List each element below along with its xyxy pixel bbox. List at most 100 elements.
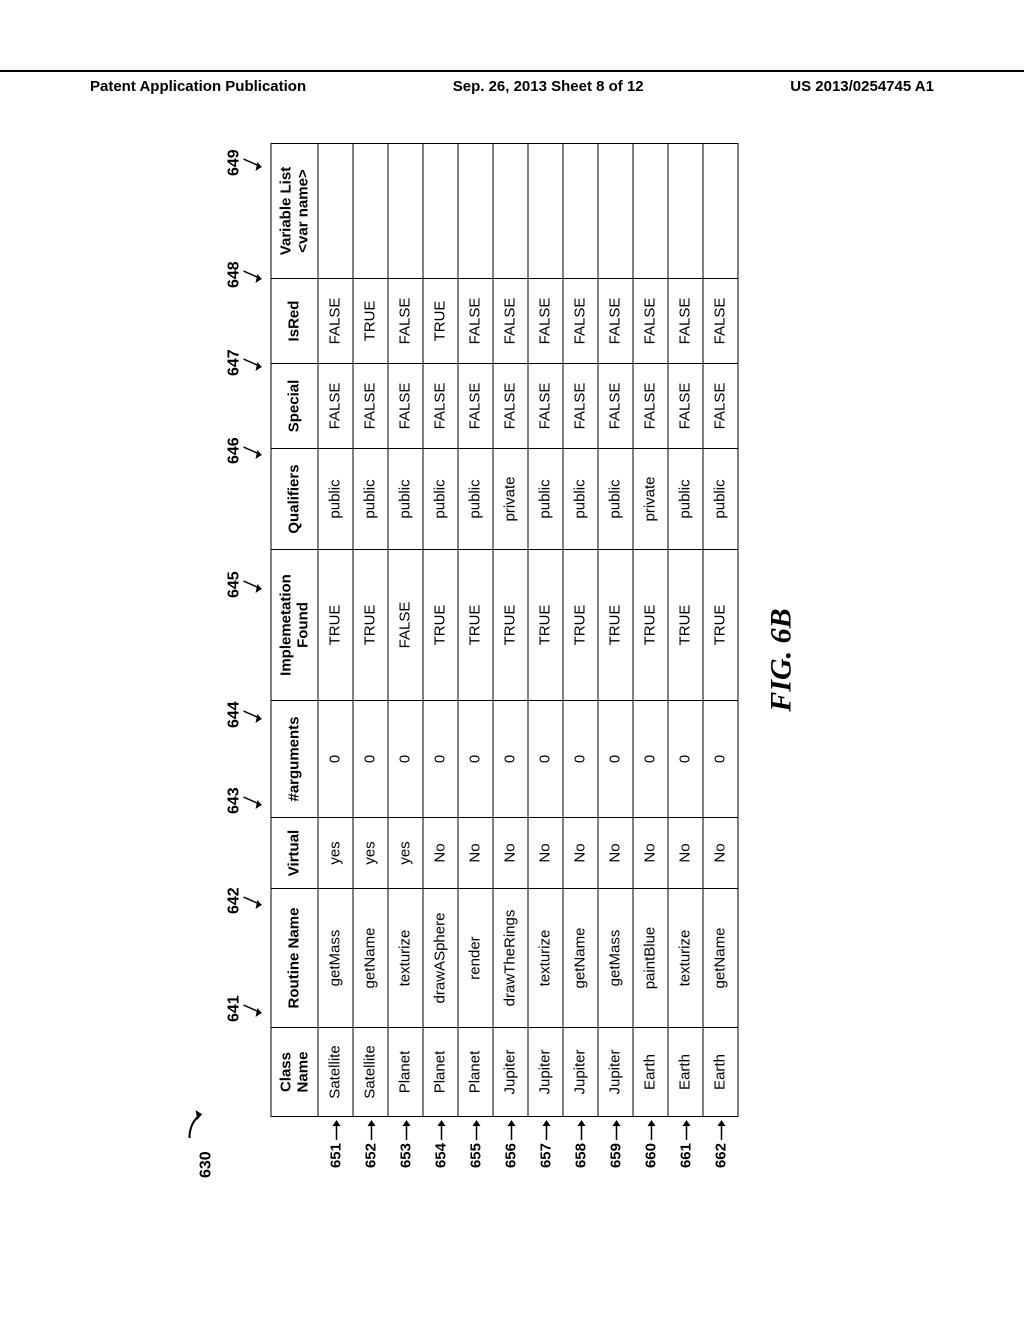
column-header: ClassName: [271, 1027, 319, 1117]
table-cell: FALSE: [598, 278, 634, 364]
table-cell: TRUE: [458, 549, 494, 701]
table-cell: 0: [353, 700, 389, 818]
table-cell: getName: [353, 888, 389, 1028]
table-header-row: ClassNameRoutine NameVirtual#argumentsIm…: [272, 130, 319, 1190]
table-cell: 0: [633, 700, 669, 818]
column-header: Routine Name: [271, 888, 319, 1028]
row-reference-numeral: 662: [704, 1116, 739, 1190]
table-cell: paintBlue: [633, 888, 669, 1028]
column-reference-numeral: 645: [226, 571, 273, 598]
column-header: Qualifiers: [271, 448, 319, 550]
row-reference-numeral: 661: [669, 1116, 704, 1190]
table-cell: public: [703, 448, 739, 550]
table-cell: [423, 143, 459, 279]
table-cell: Jupiter: [528, 1027, 564, 1117]
table-cell: [528, 143, 564, 279]
arrow-right-icon: [646, 1120, 656, 1140]
table-cell: No: [458, 817, 494, 889]
table-cell: drawTheRings: [493, 888, 529, 1028]
table-row: 661EarthtexturizeNo0TRUEpublicFALSEFALSE: [669, 130, 704, 1190]
table-cell: [563, 143, 599, 279]
table-cell: FALSE: [318, 363, 354, 449]
table-cell: yes: [353, 817, 389, 889]
table-cell: 0: [388, 700, 424, 818]
table-cell: No: [493, 817, 529, 889]
table-cell: FALSE: [703, 363, 739, 449]
table-cell: FALSE: [528, 278, 564, 364]
table-cell: FALSE: [388, 363, 424, 449]
table-cell: Satellite: [318, 1027, 354, 1117]
arrow-right-icon: [436, 1120, 446, 1140]
table-cell: TRUE: [703, 549, 739, 701]
table-cell: yes: [318, 817, 354, 889]
table-cell: texturize: [668, 888, 704, 1028]
arrow-right-icon: [471, 1120, 481, 1140]
table-cell: FALSE: [493, 278, 529, 364]
table-row: 662EarthgetNameNo0TRUEpublicFALSEFALSE: [704, 130, 739, 1190]
curved-arrow-icon: [188, 1106, 210, 1140]
table-cell: FALSE: [458, 363, 494, 449]
table-cell: Jupiter: [563, 1027, 599, 1117]
table-row: 655PlanetrenderNo0TRUEpublicFALSEFALSE: [459, 130, 494, 1190]
row-reference-numeral: 656: [494, 1116, 529, 1190]
page-header: Patent Application Publication Sep. 26, …: [0, 70, 1024, 95]
column-reference-numeral: 641: [226, 995, 273, 1022]
table-cell: getName: [703, 888, 739, 1028]
table-cell: 0: [528, 700, 564, 818]
table-cell: 0: [563, 700, 599, 818]
table-cell: public: [528, 448, 564, 550]
table-cell: 0: [423, 700, 459, 818]
arrow-right-icon: [681, 1120, 691, 1140]
table-cell: TRUE: [353, 278, 389, 364]
table-cell: getName: [563, 888, 599, 1028]
table-cell: yes: [388, 817, 424, 889]
column-header: #arguments: [271, 700, 319, 818]
column-reference-numeral: 647: [226, 349, 273, 376]
table-cell: public: [318, 448, 354, 550]
table-row: 652SatellitegetNameyes0TRUEpublicFALSETR…: [354, 130, 389, 1190]
table-cell: No: [563, 817, 599, 889]
table-cell: TRUE: [668, 549, 704, 701]
table-cell: Earth: [668, 1027, 704, 1117]
table-cell: FALSE: [493, 363, 529, 449]
table-cell: [493, 143, 529, 279]
row-reference-numeral: 657: [529, 1116, 564, 1190]
table-cell: No: [423, 817, 459, 889]
row-reference-numeral: 660: [634, 1116, 669, 1190]
table-cell: 0: [598, 700, 634, 818]
table-cell: TRUE: [423, 549, 459, 701]
table-cell: FALSE: [633, 278, 669, 364]
table-cell: public: [458, 448, 494, 550]
arrow-right-icon: [401, 1120, 411, 1140]
column-reference-labels: 641642643644645646647648649: [226, 130, 272, 1190]
column-reference-numeral: 649: [226, 149, 273, 176]
table-cell: FALSE: [668, 363, 704, 449]
table-cell: public: [563, 448, 599, 550]
table-row: 656JupiterdrawTheRingsNo0TRUEprivateFALS…: [494, 130, 529, 1190]
table-cell: [353, 143, 389, 279]
table-cell: [668, 143, 704, 279]
arrow-right-icon: [611, 1120, 621, 1140]
table-cell: 0: [668, 700, 704, 818]
table-cell: [633, 143, 669, 279]
row-reference-numeral: 652: [354, 1116, 389, 1190]
column-header: ImplemetationFound: [271, 549, 319, 701]
table-cell: public: [598, 448, 634, 550]
column-header: Special: [271, 363, 319, 449]
table-row: 658JupitergetNameNo0TRUEpublicFALSEFALSE: [564, 130, 599, 1190]
table-cell: public: [353, 448, 389, 550]
table-cell: TRUE: [563, 549, 599, 701]
column-header: Virtual: [271, 817, 319, 889]
column-header: Variable List<var name>: [271, 143, 319, 279]
table-cell: No: [633, 817, 669, 889]
table-cell: 0: [458, 700, 494, 818]
figure-caption: FIG. 6B: [765, 130, 799, 1190]
column-reference-numeral: 644: [226, 701, 273, 728]
table-cell: FALSE: [528, 363, 564, 449]
table-cell: FALSE: [563, 278, 599, 364]
table-cell: No: [598, 817, 634, 889]
table-cell: TRUE: [318, 549, 354, 701]
table-cell: Jupiter: [598, 1027, 634, 1117]
table-cell: No: [703, 817, 739, 889]
table-cell: 0: [703, 700, 739, 818]
